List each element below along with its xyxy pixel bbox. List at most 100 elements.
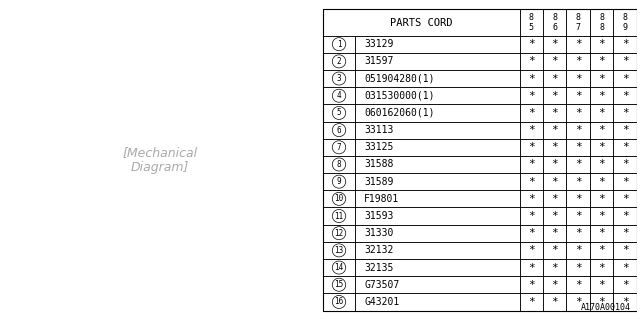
Text: *: * — [552, 159, 558, 170]
Bar — [566, 225, 590, 242]
Bar — [520, 242, 543, 259]
Text: *: * — [552, 56, 558, 66]
Bar — [323, 10, 520, 36]
Bar — [520, 293, 543, 310]
Bar — [543, 225, 566, 242]
Text: [Mechanical
Diagram]: [Mechanical Diagram] — [122, 146, 198, 174]
Bar — [520, 276, 543, 293]
Bar — [613, 293, 637, 310]
Text: *: * — [621, 280, 628, 290]
Bar — [355, 207, 520, 225]
Bar — [355, 70, 520, 87]
Text: *: * — [575, 177, 582, 187]
Text: *: * — [598, 74, 605, 84]
Bar — [590, 207, 613, 225]
Bar — [520, 173, 543, 190]
Bar — [323, 122, 355, 139]
Bar — [613, 276, 637, 293]
Text: 14: 14 — [334, 263, 344, 272]
Text: *: * — [621, 211, 628, 221]
Bar — [323, 293, 355, 310]
Bar — [613, 207, 637, 225]
Bar — [323, 36, 355, 53]
Text: *: * — [528, 211, 534, 221]
Text: *: * — [528, 228, 534, 238]
Bar — [613, 122, 637, 139]
Text: *: * — [598, 297, 605, 307]
Text: *: * — [598, 39, 605, 49]
Text: *: * — [621, 56, 628, 66]
Bar — [590, 36, 613, 53]
Bar — [323, 173, 355, 190]
Bar — [323, 139, 355, 156]
Text: *: * — [528, 142, 534, 152]
Bar — [323, 259, 355, 276]
Bar — [520, 156, 543, 173]
Bar — [566, 104, 590, 122]
Bar — [520, 225, 543, 242]
Bar — [613, 225, 637, 242]
Text: 3: 3 — [337, 74, 341, 83]
Bar — [566, 207, 590, 225]
Text: *: * — [528, 280, 534, 290]
Text: *: * — [598, 142, 605, 152]
Text: *: * — [621, 177, 628, 187]
Text: 7: 7 — [337, 143, 341, 152]
Text: *: * — [598, 125, 605, 135]
Text: *: * — [552, 125, 558, 135]
Bar — [566, 36, 590, 53]
Bar — [613, 139, 637, 156]
Bar — [566, 70, 590, 87]
Text: *: * — [598, 91, 605, 101]
Bar — [543, 36, 566, 53]
Text: *: * — [552, 108, 558, 118]
Bar — [566, 122, 590, 139]
Text: 060162060(1): 060162060(1) — [364, 108, 435, 118]
Text: 5: 5 — [337, 108, 341, 117]
Bar — [566, 242, 590, 259]
Text: *: * — [598, 211, 605, 221]
Bar — [355, 173, 520, 190]
Bar — [323, 276, 355, 293]
Text: 9: 9 — [337, 177, 341, 186]
Text: *: * — [528, 297, 534, 307]
Text: *: * — [552, 194, 558, 204]
Bar — [323, 104, 355, 122]
Bar — [566, 87, 590, 104]
Text: *: * — [528, 91, 534, 101]
Bar — [543, 10, 566, 36]
Text: *: * — [598, 263, 605, 273]
Text: 8
7: 8 7 — [576, 13, 580, 32]
Bar — [355, 87, 520, 104]
Text: *: * — [528, 108, 534, 118]
Bar — [520, 259, 543, 276]
Text: *: * — [621, 108, 628, 118]
Text: 4: 4 — [337, 91, 341, 100]
Text: *: * — [598, 177, 605, 187]
Text: 6: 6 — [337, 125, 341, 135]
Bar — [613, 173, 637, 190]
Bar — [543, 139, 566, 156]
Text: *: * — [552, 39, 558, 49]
Text: *: * — [621, 159, 628, 170]
Text: 8
8: 8 8 — [599, 13, 604, 32]
Text: *: * — [621, 228, 628, 238]
Bar — [566, 276, 590, 293]
Bar — [355, 225, 520, 242]
Bar — [355, 139, 520, 156]
Text: 15: 15 — [334, 280, 344, 289]
Bar — [590, 122, 613, 139]
Text: *: * — [575, 211, 582, 221]
Text: A170A00104: A170A00104 — [580, 303, 630, 312]
Text: *: * — [552, 91, 558, 101]
Bar — [613, 259, 637, 276]
Bar — [323, 190, 355, 207]
Bar — [355, 276, 520, 293]
Bar — [355, 36, 520, 53]
Text: 33129: 33129 — [364, 39, 394, 49]
Text: G73507: G73507 — [364, 280, 399, 290]
Bar — [520, 122, 543, 139]
Text: *: * — [528, 125, 534, 135]
Bar — [543, 104, 566, 122]
Bar — [355, 242, 520, 259]
